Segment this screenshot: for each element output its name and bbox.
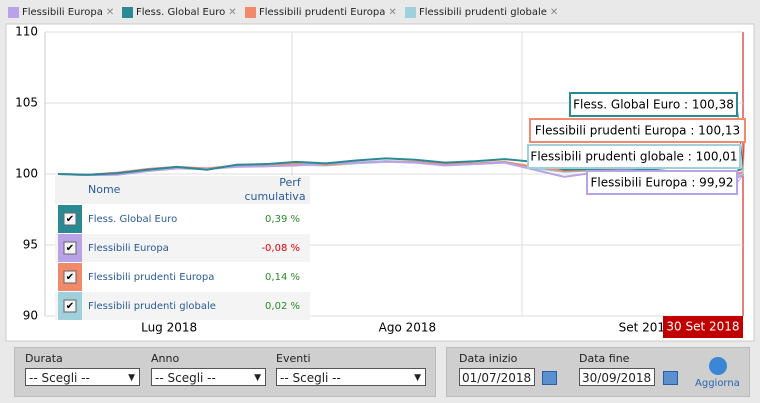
remove-icon[interactable]: ✕	[549, 6, 559, 18]
chart: 90 95 100 105 110 Lug 2018 Ago 2018 Set 201830 …	[5, 23, 755, 342]
y-tick-label: 100	[15, 167, 38, 181]
x-tick-label: Ago 2018	[379, 321, 437, 335]
remove-icon[interactable]: ✕	[388, 6, 397, 18]
date-badge-label: 30 Set 2018	[666, 320, 739, 334]
checkmark: ✔	[66, 243, 74, 254]
legend-item[interactable]: Flessibili prudenti globale ✕	[405, 4, 558, 20]
callout-label: Flessibili Europa : 99,92	[590, 176, 733, 190]
y-tick-label: 90	[23, 309, 38, 323]
x-tick-label: Set 2018	[619, 321, 673, 335]
row-perf: 0,39 %	[265, 214, 300, 225]
label: Eventi	[276, 352, 311, 365]
row-name: Flessibili prudenti Europa	[88, 272, 214, 283]
select[interactable]: -- Scegli --	[151, 368, 266, 387]
label: Data inizio	[459, 352, 518, 365]
label: Anno	[151, 352, 180, 365]
label: Durata	[25, 352, 63, 365]
row-name: Flessibili Europa	[88, 243, 169, 254]
select[interactable]: -- Scegli --	[25, 368, 140, 387]
checkmark: ✔	[66, 301, 74, 312]
callout-label: Flessibili prudenti Europa : 100,13	[535, 124, 740, 138]
row-bg	[55, 205, 310, 233]
date-panel: Data inizio Data fine 01/07/2018 30/09/2…	[446, 347, 750, 397]
checkbox[interactable]	[63, 270, 77, 284]
legend-swatch	[8, 6, 19, 18]
checkmark: ✔	[66, 214, 74, 225]
legend-item[interactable]: Flessibili prudenti Europa ✕	[245, 4, 397, 20]
y-tick-label: 110	[15, 25, 38, 39]
row-name: Flessibili prudenti globale	[88, 301, 216, 312]
legend-swatch	[245, 6, 256, 18]
row-perf: 0,02 %	[265, 301, 300, 312]
callout-box	[527, 144, 741, 169]
callout-label: Fless. Global Euro : 100,38	[573, 98, 734, 112]
callout-box	[586, 170, 738, 195]
legend-swatch	[122, 6, 133, 18]
legend-label: Flessibili prudenti globale	[419, 6, 547, 18]
date-input[interactable]: 30/09/2018	[579, 368, 655, 386]
label: Data fine	[579, 352, 630, 365]
row-bg	[55, 263, 310, 291]
checkbox[interactable]	[63, 241, 77, 255]
row-perf: 0,14 %	[265, 272, 300, 283]
callout-box	[529, 118, 746, 143]
y-tick-label: 95	[23, 238, 38, 252]
table-header: Perf	[279, 176, 302, 189]
remove-icon[interactable]: ✕	[105, 6, 115, 18]
select[interactable]: -- Scegli --	[276, 368, 426, 387]
date-input[interactable]: 01/07/2018	[459, 368, 535, 386]
row-bg	[55, 292, 310, 320]
legend-label: Flessibili Europa	[22, 6, 103, 18]
legend-item[interactable]: Fless. Global Euro ✕	[122, 4, 237, 20]
x-tick-label: Lug 2018	[141, 321, 197, 335]
row-bg	[55, 234, 310, 262]
refresh-icon[interactable]	[709, 357, 727, 375]
calendar-icon[interactable]	[663, 371, 678, 385]
filter-panel: Durata Anno Eventi -- Scegli -- -- Scegl…	[14, 347, 436, 397]
table-header-bg	[55, 176, 310, 204]
row-perf: -0,08 %	[261, 243, 300, 254]
table-header: cumulativa	[244, 190, 305, 203]
table-header: Nome	[88, 183, 121, 196]
callout-box	[569, 92, 738, 117]
calendar-icon[interactable]	[542, 371, 557, 385]
legend-label: Fless. Global Euro	[136, 6, 226, 18]
y-tick-label: 105	[15, 96, 38, 110]
date-badge	[663, 316, 743, 338]
checkbox[interactable]	[63, 299, 77, 313]
remove-icon[interactable]: ✕	[228, 6, 237, 18]
legend-swatch	[405, 6, 416, 18]
checkmark: ✔	[66, 272, 74, 283]
callout-label: Flessibili prudenti globale : 100,01	[530, 150, 737, 164]
line	[57, 160, 744, 188]
row-name: Fless. Global Euro	[88, 214, 177, 225]
legend-item[interactable]: Flessibili Europa ✕	[8, 4, 114, 20]
refresh-button[interactable]: Aggiorna	[695, 378, 740, 389]
legend-label: Flessibili prudenti Europa	[259, 6, 386, 18]
checkbox[interactable]	[63, 212, 77, 226]
